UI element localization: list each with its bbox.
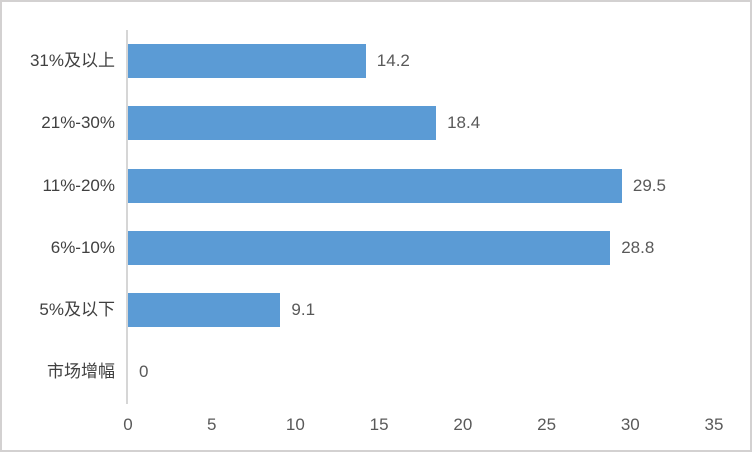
category-label: 21%-30% [41,113,115,133]
value-label: 9.1 [291,299,316,319]
bar [128,106,437,141]
y-axis-line [126,30,128,404]
category-label: 6%-10% [50,237,115,257]
category-label: 5%及以下 [39,299,115,319]
category-label: 31%及以上 [29,51,115,71]
x-tick-label: 35 [704,415,724,434]
x-tick-label: 0 [123,415,133,434]
value-label: 14.2 [376,51,410,71]
category-label: 市场增幅 [47,362,115,382]
category-label: 11%-20% [42,175,115,195]
x-tick-label: 15 [369,415,389,434]
value-label: 0 [139,362,149,382]
bar [128,292,281,327]
x-tick-label: 25 [537,415,557,434]
bar [128,230,611,265]
x-tick-label: 10 [285,415,305,434]
bar [128,168,622,203]
value-label: 29.5 [632,175,666,195]
value-label: 18.4 [447,113,481,133]
value-label: 28.8 [621,237,655,257]
x-tick-label: 20 [453,415,473,434]
x-tick-label: 5 [206,415,217,434]
bar [128,44,366,79]
x-tick-label: 30 [620,415,640,434]
